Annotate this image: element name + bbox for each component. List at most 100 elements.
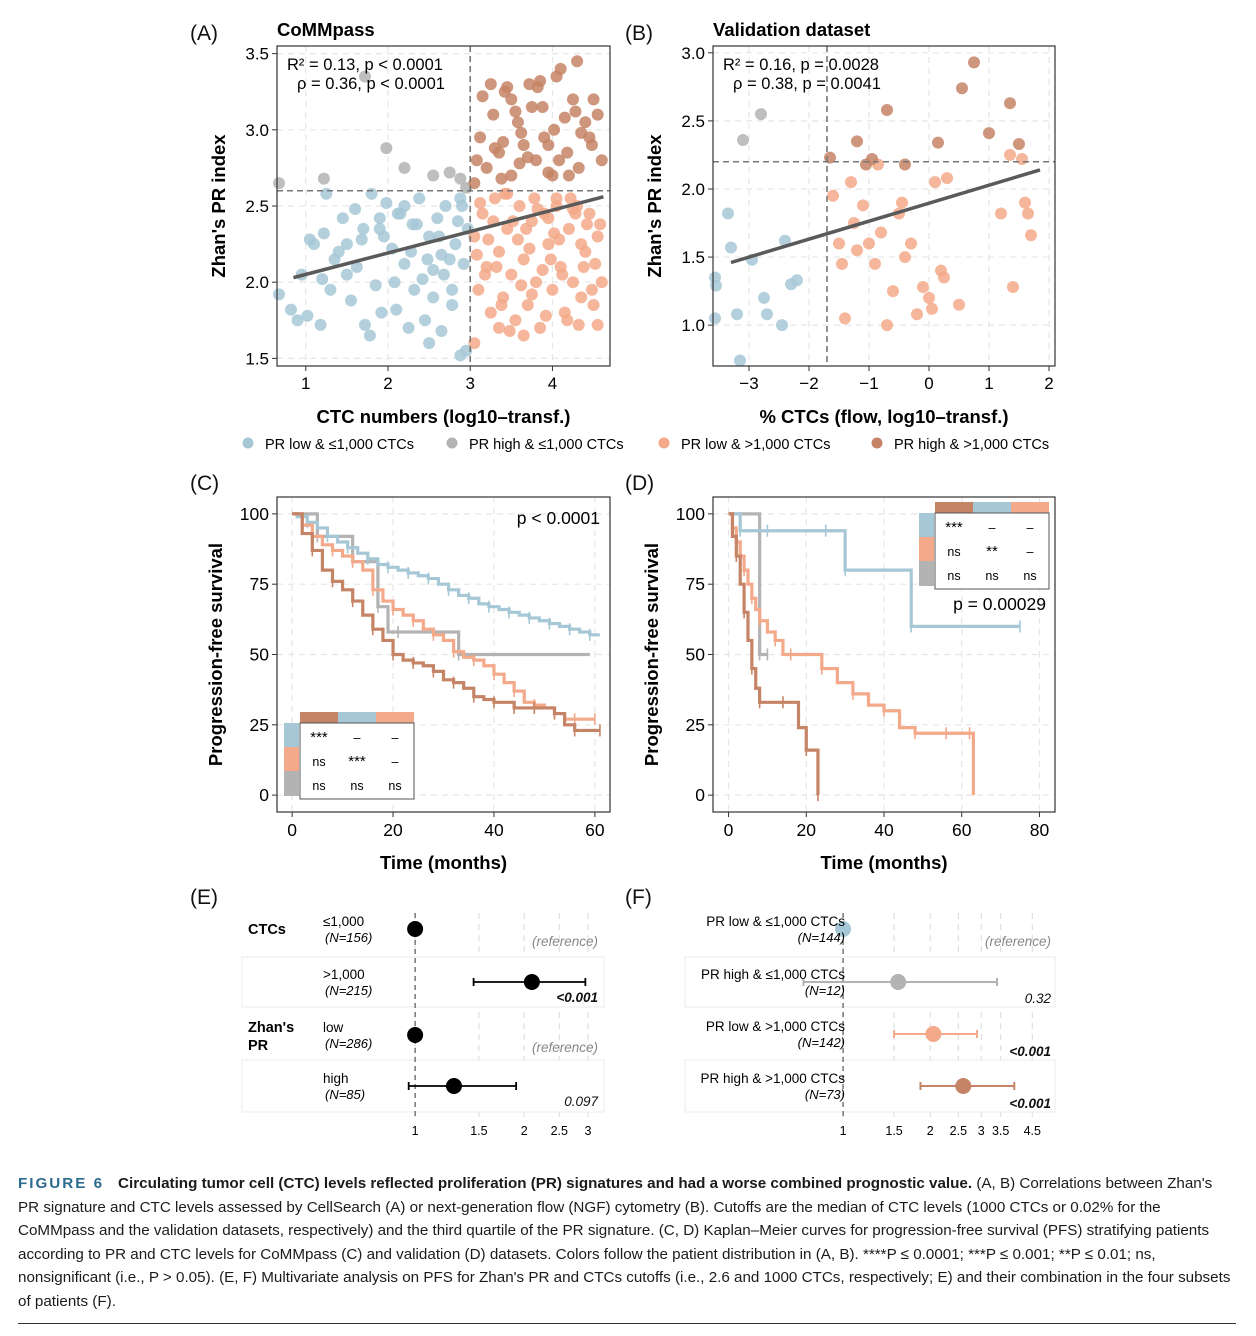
- sig-table-frame: [299, 722, 415, 800]
- point-pr-high-high-ctc: [562, 169, 575, 182]
- point-pr-low-low-ctc: [398, 257, 411, 270]
- y-tick-label: 2.0: [681, 180, 705, 199]
- point-pr-low-low-ctc: [761, 308, 773, 321]
- sig-header-swatch: [973, 502, 1011, 513]
- point-pr-low-high-ctc: [546, 283, 559, 296]
- point-pr-low-high-ctc: [523, 242, 536, 255]
- legend-swatch: [871, 437, 883, 449]
- point-pr-low-high-ctc: [520, 222, 533, 235]
- point-pr-low-high-ctc: [941, 172, 953, 185]
- y-tick-label: 1.5: [681, 248, 705, 267]
- sig-header-swatch: [338, 712, 376, 723]
- p-value: (reference): [532, 1040, 598, 1055]
- figure-caption: FIGURE 6 Circulating tumor cell (CTC) lev…: [18, 1172, 1236, 1314]
- y-tick-label: 25: [250, 715, 269, 735]
- point-pr-low-high-ctc: [544, 253, 557, 266]
- row-n: (N=142): [798, 1035, 845, 1050]
- point-pr-low-high-ctc: [836, 257, 848, 270]
- point-pr-low-low-ctc: [416, 273, 429, 286]
- point-pr-low-high-ctc: [505, 268, 518, 281]
- point-pr-low-high-ctc: [595, 276, 608, 289]
- point-pr-low-low-ctc: [345, 294, 357, 307]
- point-pr-high-high-ctc: [866, 153, 878, 166]
- caption-body: (A, B) Correlations between Zhan's PR si…: [18, 1175, 1231, 1310]
- point-pr-low-low-ctc: [722, 207, 734, 220]
- x-tick-label: 2.5: [551, 1124, 568, 1138]
- legend-label: PR high & >1,000 CTCs: [894, 437, 1049, 453]
- point-pr-low-low-ctc: [349, 203, 362, 216]
- point-pr-low-high-ctc: [833, 237, 845, 250]
- x-tick-label: 40: [874, 820, 894, 840]
- y-tick-label: 100: [676, 504, 705, 524]
- point-pr-high-high-ctc: [521, 151, 534, 164]
- y-axis-title: Progression-free survival: [641, 543, 662, 766]
- point-pr-high-high-ctc: [517, 139, 530, 152]
- p-value: 0.32: [1025, 991, 1052, 1006]
- point-pr-low-low-ctc: [408, 283, 421, 296]
- point-pr-low-high-ctc: [479, 268, 492, 281]
- point-pr-high-high-ctc: [509, 105, 522, 118]
- sig-cell: –: [1027, 545, 1034, 559]
- p-value: p = 0.00029: [953, 594, 1046, 614]
- point-pr-low-high-ctc: [857, 199, 869, 212]
- row-label: PR high & >1,000 CTCs: [701, 1071, 846, 1086]
- point-pr-high-high-ctc: [548, 123, 561, 136]
- y-tick-label: 1.0: [681, 316, 705, 335]
- point-pr-low-high-ctc: [577, 260, 590, 273]
- sig-cell: ns: [947, 545, 960, 559]
- hr-point: [835, 921, 852, 937]
- sig-table-frame: [934, 512, 1050, 590]
- sig-cell: ns: [312, 779, 325, 793]
- legend-swatch: [242, 437, 254, 449]
- point-pr-low-high-ctc: [896, 196, 908, 209]
- point-pr-low-low-ctc: [314, 318, 327, 331]
- x-tick-label: 3.5: [992, 1124, 1009, 1138]
- point-pr-low-low-ctc: [725, 241, 737, 254]
- point-pr-high-high-ctc: [569, 105, 582, 118]
- point-pr-low-high-ctc: [585, 283, 598, 296]
- point-pr-low-high-ctc: [923, 291, 935, 304]
- panel-D: 0 20 40 60 80 0 25 50 75 100 Time (months) Progress…: [641, 496, 1056, 873]
- point-pr-high-low-ctc: [317, 172, 330, 185]
- km-curve-pr-low-high-ctc: [728, 512, 975, 796]
- point-pr-low-low-ctc: [423, 230, 436, 243]
- legend-swatch: [446, 437, 458, 449]
- point-pr-low-high-ctc: [1016, 153, 1028, 166]
- sig-row-swatch: [919, 561, 934, 586]
- point-pr-low-high-ctc: [575, 238, 588, 251]
- x-tick-label: 1.5: [470, 1124, 487, 1138]
- point-pr-low-low-ctc: [301, 309, 314, 322]
- point-pr-low-high-ctc: [468, 337, 481, 350]
- point-pr-low-low-ctc: [419, 314, 431, 327]
- point-pr-low-low-ctc: [457, 257, 470, 270]
- point-pr-high-high-ctc: [505, 169, 518, 182]
- point-pr-low-high-ctc: [591, 230, 604, 243]
- legend-label: PR high & ≤1,000 CTCs: [469, 437, 624, 453]
- point-pr-low-low-ctc: [449, 238, 462, 251]
- point-pr-high-low-ctc: [380, 142, 393, 155]
- point-pr-low-low-ctc: [320, 187, 333, 200]
- y-tick-label: 3.0: [681, 44, 705, 63]
- x-tick-label: −1: [859, 374, 878, 393]
- point-pr-high-low-ctc: [273, 177, 285, 190]
- x-tick-label: 1: [301, 374, 310, 393]
- point-pr-low-high-ctc: [827, 189, 839, 202]
- point-pr-low-low-ctc: [291, 314, 304, 327]
- y-tick-label: 3.5: [245, 45, 269, 64]
- point-pr-low-high-ctc: [881, 319, 893, 332]
- point-pr-high-high-ctc: [515, 126, 528, 139]
- point-pr-high-high-ctc: [899, 158, 911, 171]
- point-pr-low-high-ctc: [503, 324, 516, 337]
- figure: (A) (B) 1 2 3 4 1.5 2.0 2.5 3.0 3.5 CTC numbers (lo…: [190, 19, 1056, 1138]
- point-pr-low-high-ctc: [587, 299, 600, 312]
- regression-line: [293, 195, 604, 280]
- x-axis-title: % CTCs (flow, log10–transf.): [759, 406, 1008, 427]
- stat-r2: R² = 0.13, p < 0.0001: [287, 56, 443, 74]
- point-pr-high-high-ctc: [591, 108, 604, 121]
- point-pr-low-low-ctc: [358, 318, 371, 331]
- point-pr-low-low-ctc: [758, 291, 770, 304]
- point-pr-low-low-ctc: [734, 354, 746, 367]
- point-pr-low-low-ctc: [709, 312, 721, 325]
- point-pr-low-low-ctc: [427, 264, 440, 276]
- point-pr-high-high-ctc: [553, 154, 566, 167]
